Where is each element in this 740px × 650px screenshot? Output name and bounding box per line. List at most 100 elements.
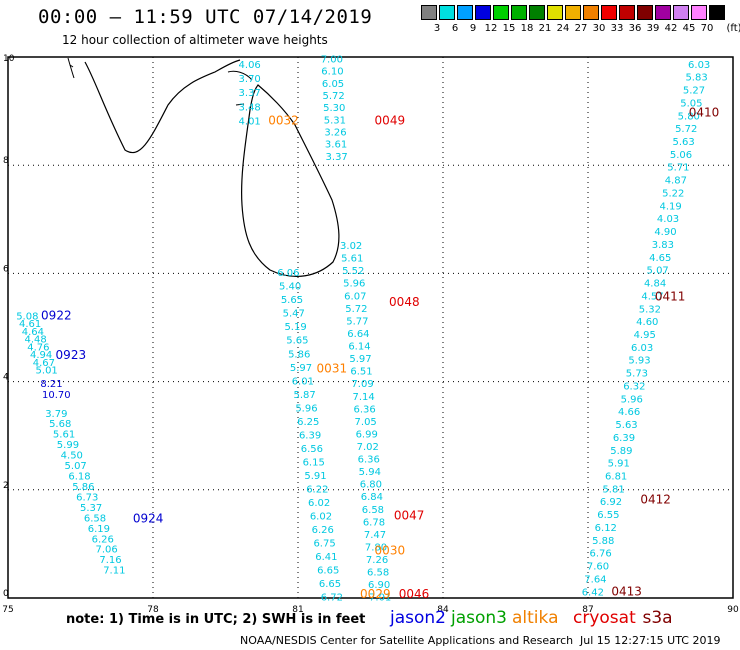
wave-height-value: 6.75 — [313, 539, 335, 550]
credit-line: NOAA/NESDIS Center for Satellite Applica… — [240, 634, 574, 647]
wave-height-value: 4.60 — [636, 317, 658, 328]
wave-height-value: 6.05 — [322, 79, 344, 90]
wave-height-value: 6.99 — [356, 429, 378, 440]
wave-height-value: 6.32 — [623, 381, 645, 392]
legend-label: 24 — [556, 23, 570, 34]
wave-height-value: 6.02 — [310, 512, 332, 523]
wave-height-value: 4.03 — [657, 214, 679, 225]
wave-height-value: 6.65 — [319, 579, 341, 590]
wave-height-value: 6.25 — [297, 417, 319, 428]
wave-height-value: 6.15 — [303, 457, 325, 468]
wave-height-value: 5.19 — [284, 322, 306, 333]
legend-label: 3 — [433, 23, 441, 34]
wave-height-value: 6.22 — [306, 485, 328, 496]
wave-height-value: 5.05 — [680, 98, 702, 109]
wave-height-value: 5.37 — [80, 503, 102, 514]
wave-height-value: 6.42 — [582, 587, 604, 598]
wave-height-value: 4.06 — [239, 60, 261, 71]
wave-height-value: 7.11 — [103, 566, 125, 577]
wave-height-value: 6.19 — [88, 524, 110, 535]
legend-label: 39 — [646, 23, 660, 34]
legend-swatch — [493, 5, 509, 20]
wave-height-value: 5.97 — [349, 354, 371, 365]
india-coastline — [84, 59, 241, 153]
wave-height-value: 6.07 — [344, 291, 366, 302]
wave-height-value: 6.12 — [595, 523, 617, 534]
pass-time-label: 0922 — [41, 308, 72, 322]
legend-swatch — [583, 5, 599, 20]
legend-label: 36 — [628, 23, 642, 34]
wave-height-value: 7.09 — [351, 379, 373, 390]
wave-height-value: 5.99 — [57, 440, 79, 451]
wave-height-value: 4.65 — [649, 253, 671, 264]
legend-label: 27 — [574, 23, 588, 34]
wave-height-value: 5.86 — [72, 482, 94, 493]
y-tick-label: 0 — [3, 589, 9, 599]
small-island — [69, 64, 74, 68]
wave-height-value: 5.07 — [647, 266, 669, 277]
sri-lanka-coastline — [241, 84, 340, 277]
pass-time-label: 0049 — [375, 114, 406, 128]
wave-height-value: 5.71 — [667, 163, 689, 174]
wave-height-value: 4.61 — [19, 319, 41, 330]
wave-height-value: 6.72 — [321, 593, 343, 604]
wave-height-value: 5.91 — [608, 459, 630, 470]
legend-swatch — [547, 5, 563, 20]
legend-swatch — [637, 5, 653, 20]
wave-height-value: 5.65 — [286, 336, 308, 347]
wave-height-value: 6.03 — [631, 343, 653, 354]
wave-height-value: 5.96 — [343, 279, 365, 290]
wave-height-value: 7.80 — [365, 542, 387, 553]
wave-height-value: 6.36 — [353, 404, 375, 415]
wave-height-value: 6.26 — [312, 525, 334, 536]
wave-height-value: 7.60 — [587, 562, 609, 573]
y-tick-label: 10 — [3, 54, 15, 64]
pass-time-label: 0029 — [360, 587, 391, 601]
wave-height-value: 6.51 — [350, 367, 372, 378]
wave-height-value: 10.70 — [42, 390, 71, 401]
wave-height-value: 7.14 — [352, 392, 374, 403]
wave-height-value: 6.64 — [347, 329, 369, 340]
wave-height-value: 6.56 — [301, 444, 323, 455]
wave-height-value: 5.30 — [323, 103, 345, 114]
wave-height-value: 6.73 — [76, 492, 98, 503]
wave-height-value: 3.48 — [239, 102, 261, 113]
x-tick-label: 75 — [2, 605, 13, 615]
legend-swatch — [673, 5, 689, 20]
wave-height-value: 3.83 — [652, 240, 674, 251]
wave-height-value: 6.18 — [68, 472, 90, 483]
wave-height-value: 6.90 — [368, 580, 390, 591]
wave-height-value: 8.21 — [40, 379, 62, 390]
chart-title: 00:00 – 11:59 UTC 07/14/2019 — [38, 6, 373, 28]
wave-height-value: 4.19 — [660, 201, 682, 212]
wave-height-value: 5.83 — [685, 73, 707, 84]
wave-height-value: 3.02 — [340, 241, 362, 252]
legend-swatch — [475, 5, 491, 20]
satellite-jason3: jason3 — [451, 608, 507, 628]
wave-height-value: 7.47 — [364, 530, 386, 541]
wave-height-value: 4.57 — [641, 291, 663, 302]
wave-height-value: 6.81 — [605, 472, 627, 483]
pass-time-label: 0032 — [268, 114, 299, 128]
coastline — [67, 57, 340, 277]
y-tick-label: 2 — [3, 481, 9, 491]
wave-height-value: 5.68 — [49, 419, 71, 430]
wave-height-value: 5.01 — [36, 365, 58, 376]
wave-height-value: 5.63 — [615, 420, 637, 431]
wave-height-value: 6.14 — [348, 342, 370, 353]
wave-height-value: 5.27 — [683, 86, 705, 97]
pass-time-label: 0413 — [611, 584, 642, 598]
legend-swatch — [565, 5, 581, 20]
wave-height-value: 7.26 — [366, 555, 388, 566]
wave-height-labels: 4.063.703.373.484.017.006.106.055.725.30… — [16, 54, 710, 603]
wave-height-value: 6.58 — [362, 505, 384, 516]
wave-height-value: 4.01 — [239, 117, 261, 128]
x-tick-label: 84 — [437, 605, 449, 615]
wave-height-value: 7.00 — [321, 54, 343, 65]
legend-label: 6 — [451, 23, 459, 34]
wave-height-value: 6.26 — [92, 534, 114, 545]
legend-unit: (ft) — [726, 23, 740, 34]
legend-label: 21 — [538, 23, 552, 34]
wave-height-value: 5.72 — [345, 304, 367, 315]
x-tick-label: 87 — [582, 605, 593, 615]
